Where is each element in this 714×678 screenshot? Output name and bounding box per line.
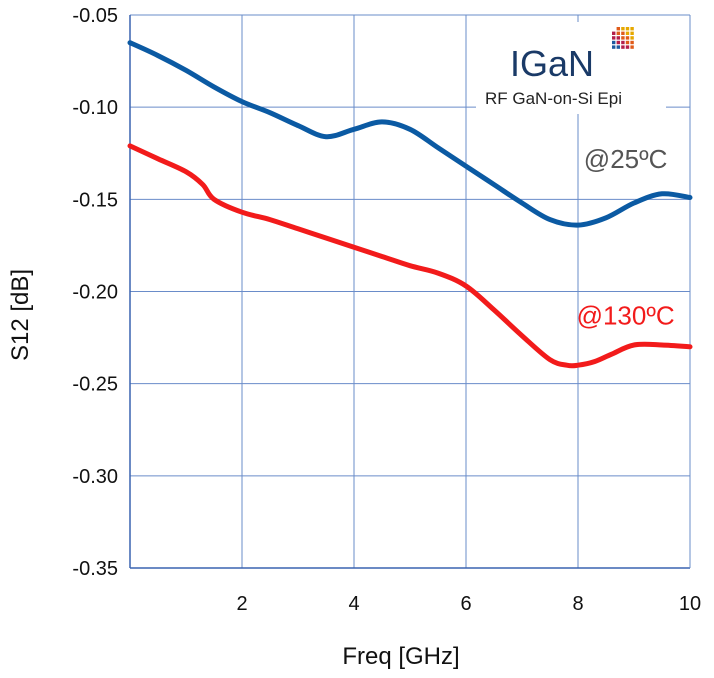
y-tick-label: -0.35 <box>72 558 118 580</box>
logo-dot <box>621 31 625 35</box>
logo-dot <box>621 45 625 49</box>
axes <box>129 15 691 569</box>
x-tick-label: 2 <box>236 593 247 615</box>
logo-dot <box>616 45 620 49</box>
logo-dot <box>630 31 634 35</box>
series-line-0 <box>127 40 693 228</box>
x-tick-label: 10 <box>679 593 701 615</box>
logo-dot <box>612 36 616 40</box>
logo-dot-grid-icon <box>612 27 634 49</box>
logo-dot <box>616 27 620 31</box>
logo-dot <box>621 36 625 40</box>
logo-dot <box>625 36 630 40</box>
logo-wordmark: IGaN <box>510 43 594 84</box>
logo-dot <box>616 31 620 35</box>
logo-dot <box>612 45 616 49</box>
x-tick-label: 4 <box>348 593 359 615</box>
x-tick-label: 6 <box>460 593 471 615</box>
logo-dot <box>616 36 620 40</box>
logo-subtitle: RF GaN-on-Si Epi <box>485 89 622 108</box>
logo-dot <box>612 40 616 45</box>
annotations: @25ºC @130ºC <box>577 144 675 331</box>
logo-dot <box>630 27 634 31</box>
x-axis-title: Freq [GHz] <box>342 643 459 670</box>
y-tick-label: -0.25 <box>72 374 118 396</box>
tick-labels: -0.05 -0.10 -0.15 -0.20 -0.25 -0.30 -0.35 2 4 6 8 1… <box>72 5 701 615</box>
y-tick-label: -0.15 <box>72 189 118 211</box>
series-annotation: @130ºC <box>577 301 675 331</box>
logo-dot <box>625 45 630 49</box>
logo-dot <box>630 45 634 49</box>
x-tick-label: 8 <box>572 593 583 615</box>
logo-dot <box>616 40 620 45</box>
grid <box>130 14 690 569</box>
logo-dot <box>621 27 625 31</box>
logo-dot <box>625 31 630 35</box>
logo-dot <box>630 40 634 45</box>
series-line-1 <box>127 143 693 369</box>
logo-dot <box>630 36 634 40</box>
series-lines <box>127 40 693 369</box>
y-axis-title: S12 [dB] <box>7 269 34 361</box>
logo-background <box>476 22 666 114</box>
y-tick-label: -0.10 <box>72 97 118 119</box>
logo-dot <box>625 40 630 45</box>
logo-dot <box>612 31 616 35</box>
logo-dot <box>621 40 625 45</box>
series-annotation: @25ºC <box>584 144 668 174</box>
y-tick-label: -0.20 <box>72 282 118 304</box>
y-tick-label: -0.05 <box>72 5 118 27</box>
igan-logo: IGaN RF GaN-on-Si Epi <box>476 22 666 114</box>
logo-dot <box>625 27 630 31</box>
y-tick-label: -0.30 <box>72 466 118 488</box>
